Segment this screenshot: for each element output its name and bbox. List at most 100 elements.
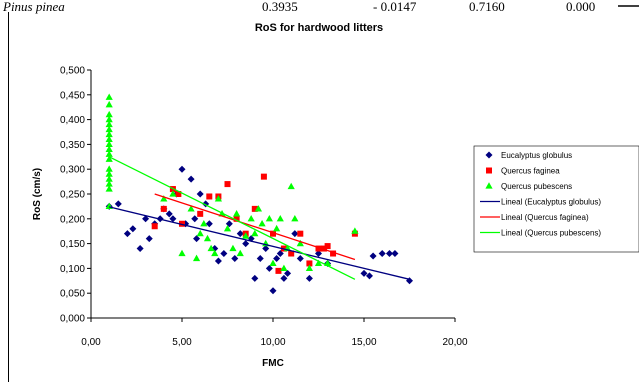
data-point [169,215,177,223]
y-tick-label: 0,500 [60,66,85,77]
y-ticks: 0,000 0,050 0,100 0,150 0,200 0,250 0,300 0,350… [60,66,91,325]
data-point [273,254,281,262]
data-point [214,257,222,265]
data-point [187,205,195,212]
data-point [306,260,313,267]
data-point [211,249,219,257]
data-point [123,230,131,238]
data-point [270,230,276,237]
data-point [330,250,337,257]
data-point [236,230,244,238]
data-point [105,175,113,182]
data-point [273,224,281,232]
data-point [192,254,201,262]
data-point [262,245,270,253]
data-point [378,250,386,258]
data-point [214,195,222,202]
data-point [233,210,241,217]
data-point [105,120,113,128]
data-point [169,190,177,197]
legend-label-1: Eucalyptus globulus [501,151,572,160]
legend-marker-1 [485,151,493,159]
data-point [191,215,199,223]
legend-label-2: Quercus faginea [501,167,560,176]
data-point [305,264,313,271]
data-point [105,145,113,152]
data-point [203,234,212,242]
data-point [324,243,331,250]
data-point [105,125,113,133]
x-tick-label: 10,00 [260,337,285,348]
chart-title: RoS for hardwood litters [255,22,383,34]
data-point [275,267,282,274]
data-point [385,250,393,258]
data-point [229,244,237,252]
data-point [284,269,292,277]
data-point [251,205,258,212]
data-point [223,224,232,232]
row-value-3: 0.7160 [469,0,505,14]
data-point [142,215,150,223]
data-point [105,130,113,138]
data-point [105,135,113,143]
data-point [165,210,173,218]
legend: Eucalyptus globulus Quercus faginea Quercu… [473,145,639,253]
data-point [105,93,113,100]
y-tick-label: 0,350 [60,140,85,151]
data-point [251,274,259,282]
data-point [206,193,213,200]
data-point [193,235,201,243]
data-point [151,223,158,230]
data-point [207,244,215,252]
x-axis-label: FMC [262,358,284,369]
table-row-fragment: Pinus pinea 0.3935 - 0.0147 0.7160 0.000 [2,0,639,14]
data-point [224,181,231,188]
trendline-2 [154,193,356,261]
x-tick-label: 20,00 [442,337,467,348]
data-point [265,215,273,222]
x-tick-label: 5,00 [172,337,192,348]
x-ticks: 0,00 5,00 10,00 15,00 20,00 [81,318,468,348]
data-point [242,240,250,248]
legend-box [473,145,639,253]
data-point [314,259,323,267]
data-point [105,170,113,177]
legend-marker-2 [486,167,492,174]
data-point [391,250,399,258]
data-point [351,227,359,234]
legend-marker-3 [485,182,493,189]
data-point [291,230,299,238]
data-point [297,230,304,237]
data-point [105,165,113,172]
data-point [305,274,313,282]
data-point [196,190,204,198]
data-point [145,235,153,243]
data-point [254,205,263,212]
data-point [178,165,186,173]
data-point [220,250,228,258]
legend-trend-label-3: Lineal (Quercus pubescens) [501,229,601,238]
data-point [197,210,204,217]
data-point [105,140,113,147]
data-point [196,229,204,237]
data-point [258,219,266,227]
trendlines [108,156,410,280]
y-tick-label: 0,100 [60,264,85,275]
data-point [160,205,167,212]
data-point [280,264,288,271]
data-point [256,254,264,262]
data-point [105,180,113,187]
data-point [233,215,240,222]
data-point [251,229,259,237]
data-point [247,215,255,222]
data-point [276,215,284,222]
data-point [296,239,304,247]
trendline-1 [109,206,410,280]
plot-axes [90,70,455,319]
data-point [178,249,186,257]
data-point [242,232,250,239]
data-point [105,185,113,192]
data-point [175,191,182,197]
y-tick-label: 0,150 [60,239,85,250]
